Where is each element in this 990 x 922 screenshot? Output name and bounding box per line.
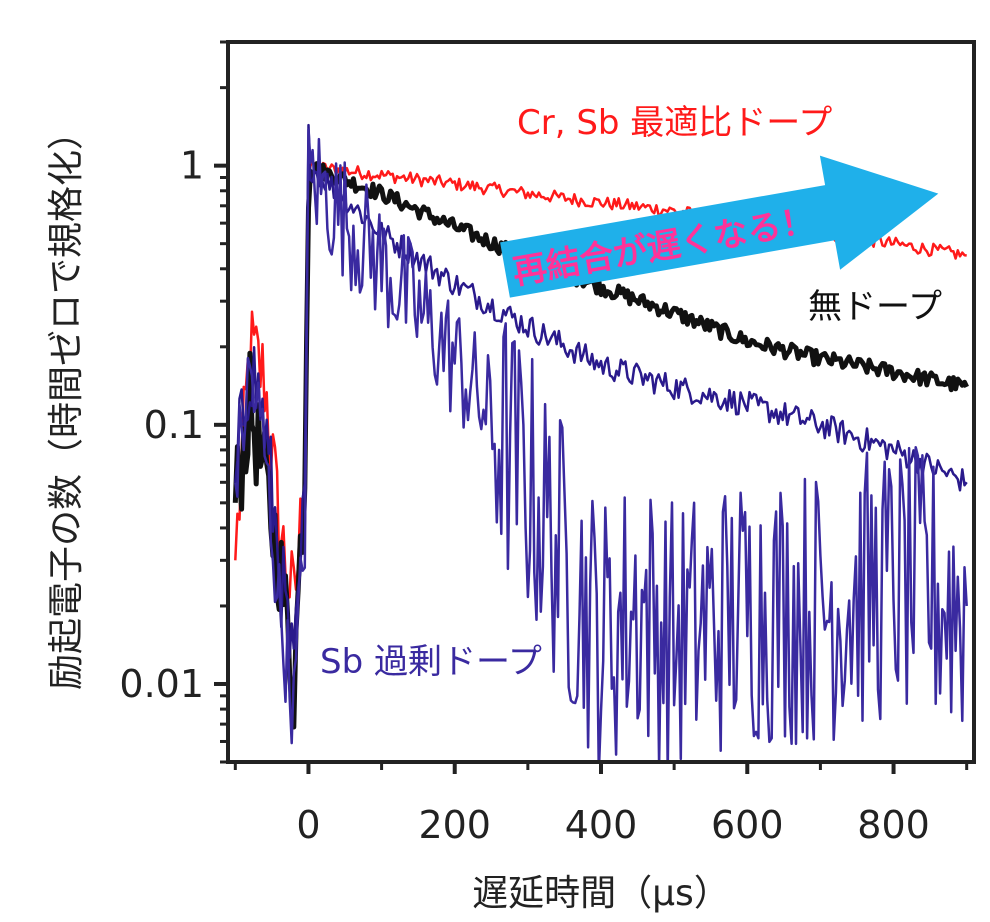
x-axis-ticks: 0 200 400 600 800 <box>233 762 969 847</box>
series-label-optimal: Cr, Sb 最適比ドープ <box>517 103 832 143</box>
x-tick-label: 0 <box>296 803 320 847</box>
x-tick-label: 800 <box>857 803 930 847</box>
series-line-2 <box>234 123 968 659</box>
series-line-3 <box>234 128 968 762</box>
annotation: 再結合が遅くなる！ <box>500 155 939 298</box>
x-axis-title: 遅延時間（μs） <box>472 873 730 914</box>
trend-arrow <box>500 155 939 298</box>
y-tick-label: 0.1 <box>144 403 204 447</box>
x-tick-label: 600 <box>711 803 784 847</box>
y-axis-title: 励起電子の数（時間ゼロで規格化） <box>46 114 87 690</box>
x-tick-label: 200 <box>418 803 491 847</box>
series-label-sb-excess: Sb 過剰ドープ <box>320 642 542 682</box>
series-line-1 <box>232 161 969 730</box>
series-label-undoped: 無ドープ <box>808 287 942 327</box>
x-tick-label: 400 <box>565 803 638 847</box>
y-tick-label: 1 <box>180 144 204 188</box>
y-tick-label: 0.01 <box>119 662 204 706</box>
y-axis-ticks: 0.01 0.1 1 <box>119 40 228 764</box>
